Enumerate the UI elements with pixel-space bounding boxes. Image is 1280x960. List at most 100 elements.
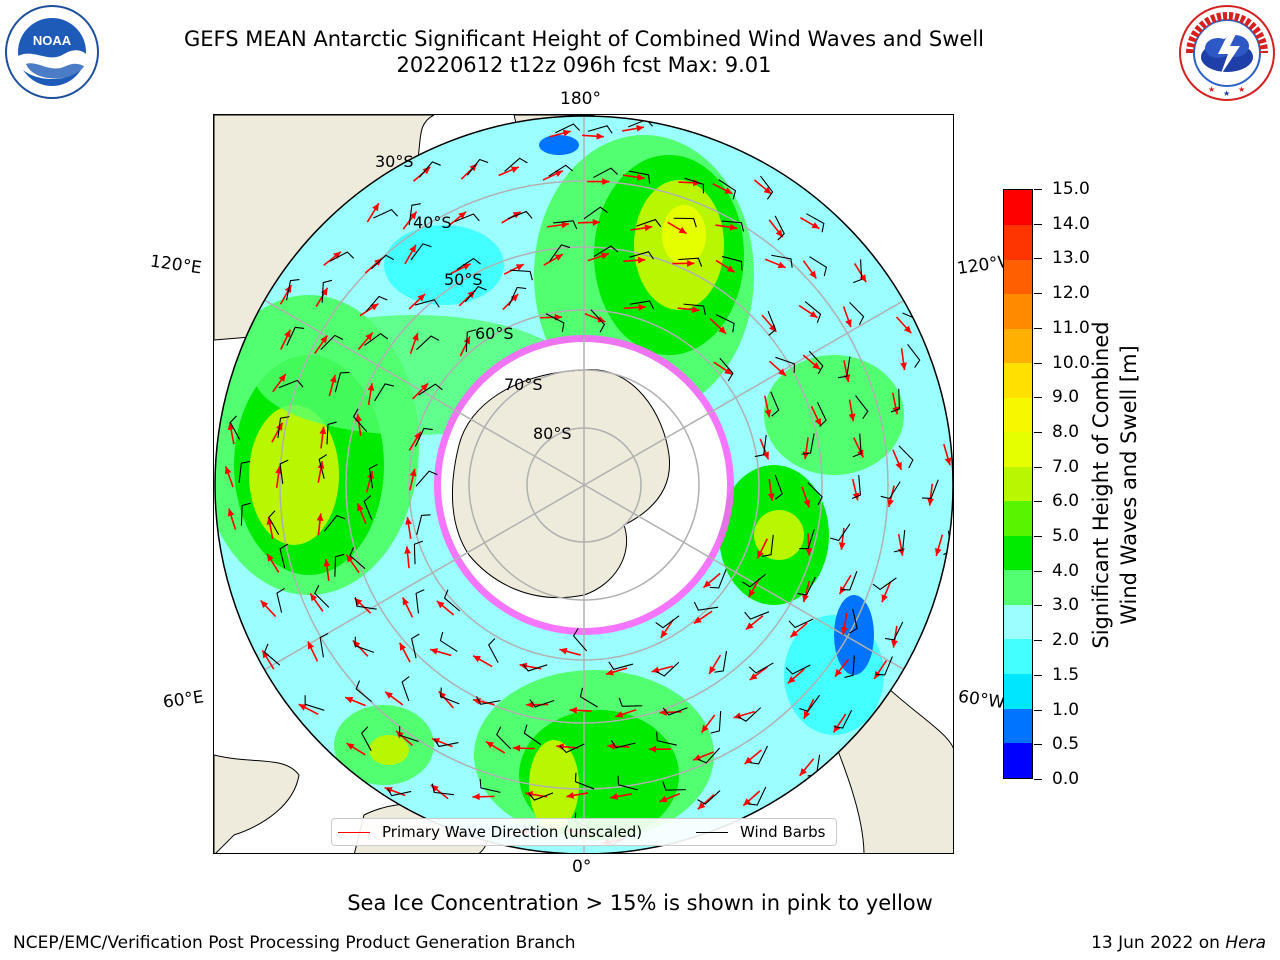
wind-barb	[548, 164, 574, 177]
wave-direction-arrowhead	[554, 170, 563, 177]
colorbar-tick-label: 11.0	[1052, 317, 1090, 338]
colorbar-tick-label: 12.0	[1052, 283, 1090, 304]
colorbar-tick	[1034, 674, 1042, 676]
colorbar-tick	[1034, 258, 1042, 260]
svg-text:★: ★	[1238, 85, 1245, 94]
wind-barb	[419, 161, 441, 178]
wave-direction-arrowhead	[610, 793, 618, 800]
wave-direction-arrowhead	[485, 741, 494, 749]
wind-barb	[286, 326, 305, 346]
wind-barb	[737, 707, 762, 722]
colorbar	[1003, 189, 1033, 779]
wave-direction-arrowhead	[346, 554, 354, 563]
legend-wind-barbs-swatch	[696, 832, 728, 833]
wind-barb	[697, 790, 721, 805]
lat-label-80s: 80°S	[533, 424, 572, 443]
map-title: GEFS MEAN Antarctic Significant Height o…	[183, 27, 985, 51]
wave-direction-arrowhead	[569, 706, 577, 714]
wind-barb	[352, 408, 368, 432]
svg-text:★: ★	[1223, 89, 1230, 98]
wave-direction-arrowhead	[724, 367, 733, 375]
wave-direction-arrowhead	[597, 316, 606, 323]
wind-barb	[788, 618, 814, 629]
wind-barb	[697, 747, 721, 764]
wave-direction-arrowhead	[777, 261, 786, 268]
wave-direction-arrowhead	[745, 622, 754, 630]
wind-barb	[415, 470, 438, 487]
wave-direction-arrowhead	[260, 600, 269, 609]
colorbar-tick	[1034, 744, 1042, 746]
wind-barb	[555, 123, 581, 134]
wave-direction-arrowhead	[615, 711, 624, 718]
wave-direction-arrowhead	[515, 264, 524, 271]
wind-barb	[806, 213, 825, 233]
wave-direction-arrowhead	[709, 666, 716, 674]
wave-direction-arrowhead	[473, 655, 482, 663]
wind-barb	[240, 502, 251, 526]
colorbar-tick-label: 15.0	[1052, 179, 1090, 199]
map-panel	[213, 114, 954, 854]
wind-barb	[522, 663, 548, 672]
wind-barb	[829, 523, 851, 542]
wave-direction-arrowhead	[409, 244, 416, 253]
wind-barb	[898, 445, 914, 469]
wind-barb	[804, 301, 822, 323]
wave-direction-arrowhead	[809, 270, 817, 279]
colorbar-segment	[1004, 604, 1032, 640]
wind-barb	[285, 279, 300, 301]
wind-barb	[719, 357, 734, 382]
wave-direction-arrowhead	[724, 187, 733, 194]
wind-barb	[416, 335, 440, 351]
colorbar-tick	[1034, 605, 1042, 607]
colorbar-segment	[1004, 259, 1032, 295]
wind-barb	[748, 786, 767, 806]
wave-direction-arrowhead	[385, 691, 394, 699]
wave-direction-arrowhead	[803, 710, 811, 719]
wave-direction-arrowhead	[310, 593, 318, 602]
footer-date: 13 Jun 2022 on Hera	[1091, 933, 1266, 953]
wind-barb	[590, 309, 606, 333]
wind-barb	[767, 310, 777, 336]
wave-direction-arrowhead	[298, 704, 307, 711]
wave-direction-arrowhead	[787, 676, 796, 684]
wind-barb	[837, 356, 851, 379]
wave-direction-arrowhead	[405, 517, 412, 525]
wind-barb	[801, 433, 815, 455]
wind-barb	[629, 300, 655, 310]
wind-barb	[662, 707, 688, 716]
wind-barb	[278, 379, 304, 389]
colorbar-tick	[1034, 536, 1042, 538]
wave-direction-arrowhead	[660, 630, 668, 639]
wind-barb	[413, 540, 424, 565]
wind-barb	[465, 329, 477, 353]
wind-barb	[884, 621, 904, 641]
colorbar-segment	[1004, 431, 1032, 467]
wind-barb	[849, 608, 858, 634]
wind-barb	[370, 254, 395, 270]
colorbar-tick	[1034, 293, 1042, 295]
wave-direction-arrowhead	[320, 287, 328, 296]
wind-barb	[844, 655, 855, 679]
wind-barb	[683, 303, 706, 315]
wind-barb	[279, 459, 289, 484]
wind-barb	[410, 243, 432, 261]
colorbar-tick	[1034, 223, 1042, 225]
wind-barb	[629, 251, 655, 260]
wave-direction-arrowhead	[891, 639, 898, 648]
wave-direction-arrowhead	[307, 641, 315, 650]
colorbar-tick	[1034, 466, 1042, 468]
wind-barb	[608, 661, 634, 670]
wave-direction-arrowhead	[701, 724, 709, 733]
wind-barb	[855, 395, 869, 420]
wind-barb	[872, 577, 897, 591]
graticule	[215, 116, 953, 853]
colorbar-segment	[1004, 466, 1032, 502]
colorbar-tick	[1034, 501, 1042, 503]
wave-direction-arrowhead	[422, 167, 431, 175]
wave-direction-arrowhead	[562, 129, 571, 137]
wave-direction-arrowhead	[345, 696, 354, 704]
wind-barb	[714, 651, 728, 673]
wave-direction-arrowhead	[596, 132, 604, 140]
wave-direction-arrowhead	[607, 742, 615, 750]
wave-direction-arrowhead	[354, 598, 363, 606]
